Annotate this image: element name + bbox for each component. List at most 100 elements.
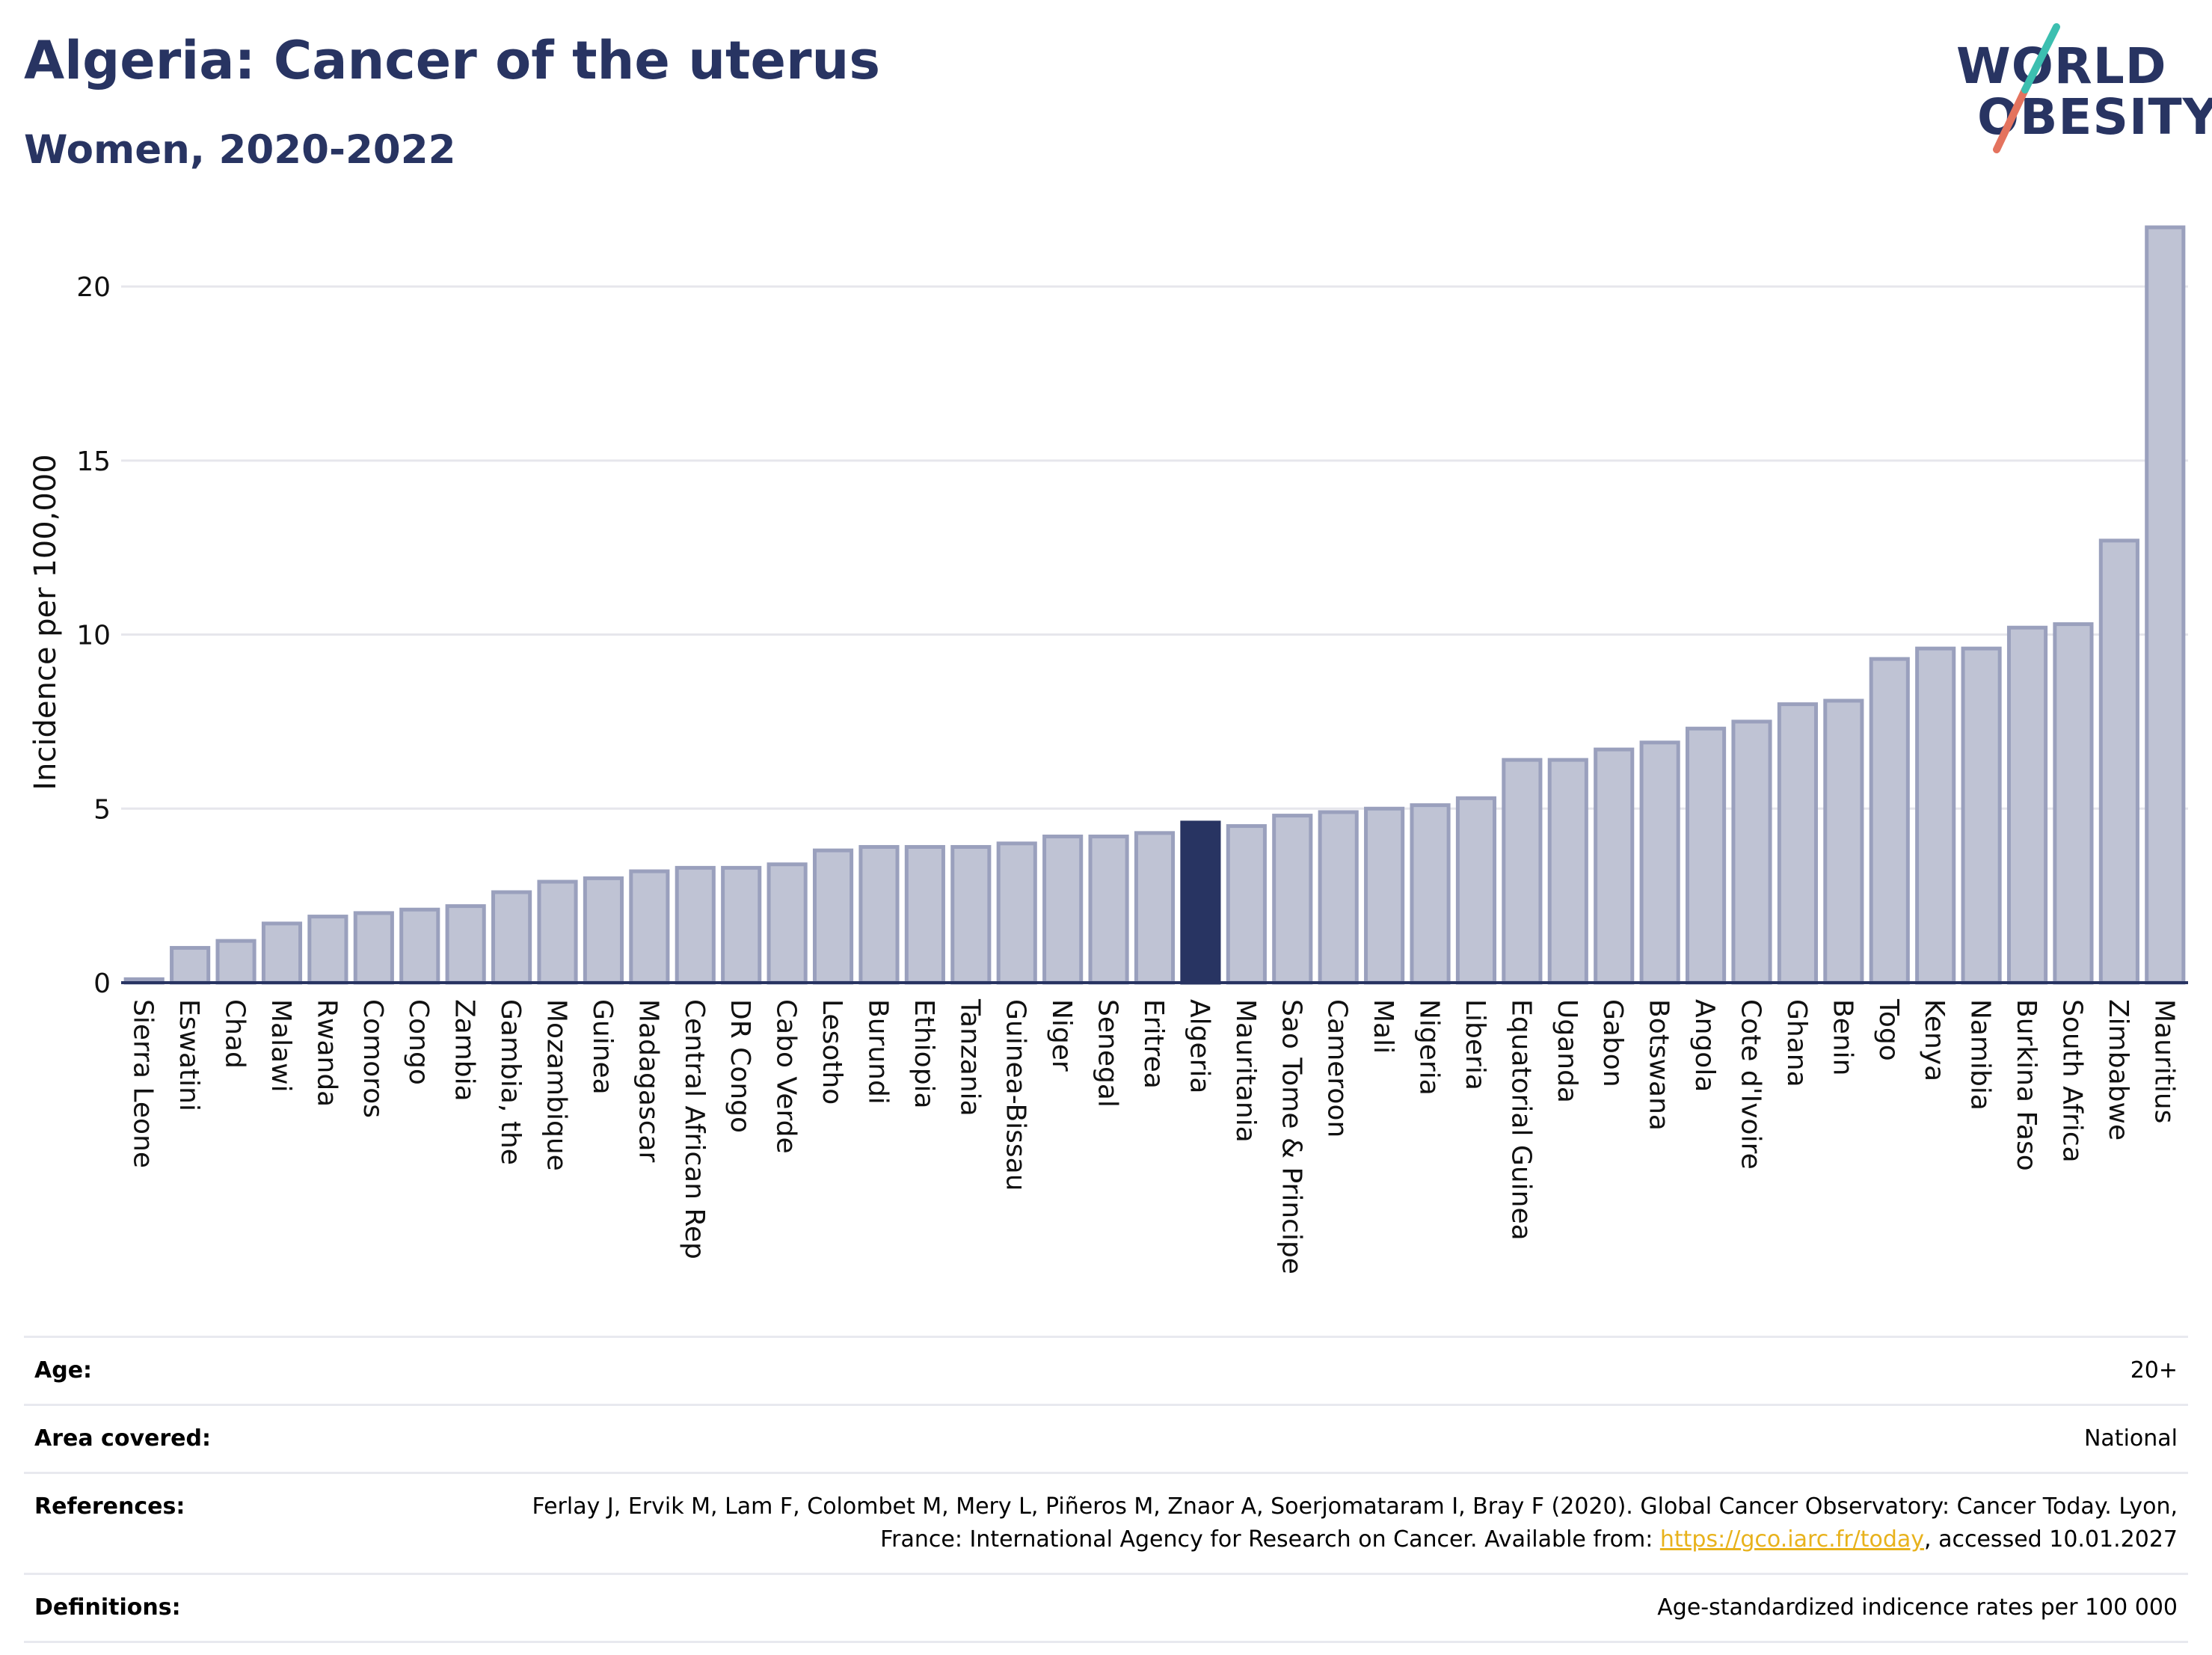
x-tick-label: Burkina Faso xyxy=(2011,999,2042,1171)
y-tick-label: 0 xyxy=(93,968,111,999)
bar xyxy=(1318,810,1359,985)
meta-value: Ferlay J, Ervik M, Lam F, Colombet M, Me… xyxy=(495,1490,2178,1556)
bar xyxy=(1042,835,1084,985)
bar xyxy=(1226,824,1267,985)
bar xyxy=(1364,806,1405,985)
bar xyxy=(1502,758,1543,985)
bar xyxy=(445,904,486,985)
x-tick-label: Niger xyxy=(1046,999,1077,1072)
x-tick-label: Liberia xyxy=(1460,999,1490,1090)
bar xyxy=(2098,538,2139,985)
x-tick-label: Guinea xyxy=(587,999,618,1095)
x-tick-label: Rwanda xyxy=(311,999,342,1107)
bar xyxy=(1915,646,1956,985)
y-tick-label: 15 xyxy=(76,446,111,477)
x-tick-label: Malawi xyxy=(265,999,296,1093)
bar xyxy=(353,911,394,985)
bar xyxy=(1731,719,1772,985)
meta-value: 20+ xyxy=(2130,1357,2178,1384)
x-tick-label: Ethiopia xyxy=(909,999,939,1109)
x-tick-label: Benin xyxy=(1827,999,1858,1075)
x-tick-label: Mali xyxy=(1368,999,1398,1054)
x-tick-label: Uganda xyxy=(1552,999,1582,1103)
x-tick-label: Mozambique xyxy=(541,999,572,1171)
x-tick-label: Ghana xyxy=(1781,999,1812,1087)
x-tick-label: Comoros xyxy=(357,999,388,1118)
x-tick-label: Cabo Verde xyxy=(771,999,802,1154)
x-tick-label: Cameroon xyxy=(1322,999,1353,1137)
x-tick-label: Algeria xyxy=(1184,999,1214,1094)
bar xyxy=(1685,726,1727,985)
bar xyxy=(399,907,440,985)
bar xyxy=(1134,831,1176,985)
meta-value: National xyxy=(2083,1425,2178,1452)
bar-highlight xyxy=(1180,820,1221,985)
bar xyxy=(766,862,808,985)
bar xyxy=(1547,758,1588,985)
x-tick-label: Zambia xyxy=(449,999,480,1102)
bar xyxy=(2053,622,2094,985)
bar xyxy=(1823,698,1864,985)
x-tick-label: Gambia, the xyxy=(495,999,526,1165)
logo-line1: WORLD xyxy=(1956,37,2167,95)
logo-line2: OBESITY xyxy=(1977,88,2212,146)
chart-title: Algeria: Cancer of the uterus xyxy=(24,30,881,91)
metadata-table: Age: 20+ Area covered: National Referenc… xyxy=(24,1336,2188,1643)
meta-key: Definitions: xyxy=(34,1594,181,1621)
bar xyxy=(1410,803,1451,985)
bar xyxy=(261,921,303,985)
x-tick-label: Burundi xyxy=(862,999,893,1105)
x-tick-label: Eritrea xyxy=(1138,999,1169,1089)
bar xyxy=(170,945,211,985)
bar xyxy=(537,879,578,985)
bar xyxy=(2006,625,2048,985)
bar xyxy=(1594,747,1635,985)
x-tick-label: Senegal xyxy=(1093,999,1123,1108)
x-tick-label: Kenya xyxy=(1919,999,1950,1081)
bar xyxy=(1639,740,1680,985)
x-tick-label: South Africa xyxy=(2056,999,2087,1163)
x-tick-label: Angola xyxy=(1689,999,1720,1092)
bar xyxy=(583,876,624,985)
x-tick-label: Lesotho xyxy=(817,999,847,1105)
y-tick-label: 10 xyxy=(76,621,111,651)
bar xyxy=(858,844,900,985)
bar xyxy=(904,844,945,985)
meta-row-references: References: Ferlay J, Ervik M, Lam F, Co… xyxy=(24,1472,2188,1573)
x-tick-label: Madagascar xyxy=(633,999,663,1163)
bar xyxy=(215,939,256,985)
x-tick-label: Mauritania xyxy=(1230,999,1261,1143)
bar xyxy=(1272,814,1313,985)
x-tick-label: Gabon xyxy=(1597,999,1628,1087)
reference-link[interactable]: https://gco.iarc.fr/today xyxy=(1659,1526,1925,1553)
meta-row-definitions: Definitions: Age-standardized indicence … xyxy=(24,1573,2188,1643)
x-tick-label: Cote d'Ivoire xyxy=(1735,999,1766,1170)
reference-text: Ferlay J, Ervik M, Lam F, Colombet M, Me… xyxy=(532,1493,2178,1553)
bar xyxy=(2145,225,2186,985)
meta-value: Age-standardized indicence rates per 100… xyxy=(1657,1594,2178,1621)
bar xyxy=(307,915,348,985)
x-tick-label: Sierra Leone xyxy=(128,999,159,1168)
bar xyxy=(1088,835,1129,985)
bar xyxy=(1777,702,1818,985)
bar xyxy=(1455,796,1497,985)
bar xyxy=(996,841,1037,985)
x-tick-label: Equatorial Guinea xyxy=(1505,999,1536,1241)
bar xyxy=(491,890,532,985)
meta-key: References: xyxy=(34,1493,185,1520)
x-tick-label: Zimbabwe xyxy=(2103,999,2133,1140)
bar xyxy=(721,865,762,985)
meta-key: Area covered: xyxy=(34,1425,211,1452)
world-obesity-logo: WORLD OBESITY xyxy=(1944,22,2212,165)
x-tick-label: Guinea-Bissau xyxy=(1001,999,1031,1191)
x-tick-label: Sao Tome & Principe xyxy=(1276,999,1306,1274)
bar xyxy=(1961,646,2002,985)
bar xyxy=(950,844,992,985)
x-tick-label: Botswana xyxy=(1644,999,1674,1131)
y-tick-label: 20 xyxy=(76,272,111,303)
x-tick-label: Eswatini xyxy=(173,999,204,1111)
x-tick-label: Togo xyxy=(1873,998,1904,1061)
x-tick-label: Congo xyxy=(403,999,434,1085)
reference-suffix: , accessed 10.01.2027 xyxy=(1924,1526,2178,1553)
meta-row-area: Area covered: National xyxy=(24,1404,2188,1472)
